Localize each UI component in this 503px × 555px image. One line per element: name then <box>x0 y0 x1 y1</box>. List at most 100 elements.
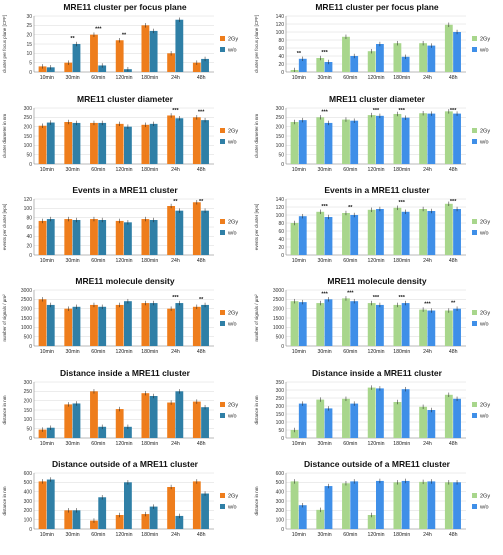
x-tick-label: 48h <box>449 532 458 538</box>
y-tick-label: 100 <box>276 517 285 523</box>
bar-2Gy-30min <box>64 510 73 529</box>
y-tick-label: 100 <box>276 30 285 36</box>
significance-label: *** <box>399 200 406 206</box>
y-tick-label: 150 <box>24 134 33 140</box>
significance-label: *** <box>399 108 406 114</box>
significance-label: *** <box>321 50 328 56</box>
x-tick-label: 180min <box>393 167 410 173</box>
x-tick-label: 10min <box>292 349 306 355</box>
bar-w/o-48h <box>201 407 209 438</box>
significance-label: *** <box>399 295 406 301</box>
bar-2Gy-10min <box>38 481 47 529</box>
legend-swatch-2Gy <box>472 128 477 133</box>
x-tick-label: 30min <box>318 258 332 264</box>
x-tick-label: 120min <box>115 532 132 538</box>
legend-entry: 2Gy <box>228 403 238 409</box>
bar-2Gy-180min <box>141 303 150 346</box>
significance-label: ** <box>173 199 178 205</box>
x-tick-label: 120min <box>367 349 384 355</box>
bar-2Gy-30min <box>64 308 73 346</box>
x-tick-label: 30min <box>318 441 332 447</box>
x-tick-label: 120min <box>115 75 132 81</box>
x-tick-label: 30min <box>318 75 332 81</box>
bar-2Gy-180min <box>393 402 402 438</box>
y-tick-label: 0 <box>29 344 32 350</box>
chart-title: Events in a MRE11 cluster <box>72 185 178 195</box>
y-axis-label: distance in nm <box>254 486 259 515</box>
legend-entry: 2Gy <box>228 311 238 317</box>
y-tick-label: 150 <box>24 408 33 414</box>
significance-label: ** <box>70 36 75 42</box>
panel-0: MRE11 cluster per focus plane cluster per… <box>2 2 238 81</box>
bar-w/o-180min <box>401 389 410 438</box>
legend-swatch-w/o <box>220 321 225 326</box>
x-tick-label: 10min <box>40 441 54 447</box>
y-tick-label: 150 <box>276 412 285 418</box>
bar-2Gy-30min <box>64 122 73 164</box>
legend-entry: 2Gy <box>480 220 490 226</box>
bar-2Gy-180min <box>141 25 150 72</box>
legend-entry: 2Gy <box>228 129 238 135</box>
bar-w/o-180min <box>149 123 158 164</box>
y-tick-label: 40 <box>278 237 284 243</box>
y-tick-label: 3000 <box>273 288 284 294</box>
legend-swatch-w/o <box>220 139 225 144</box>
y-tick-label: 0 <box>281 253 284 259</box>
x-tick-label: 180min <box>141 167 158 173</box>
panel-1: MRE11 cluster per focus plane cluster per… <box>254 2 490 81</box>
y-tick-label: 80 <box>278 221 284 227</box>
bar-2Gy-24h <box>419 43 428 72</box>
legend-entry: 2Gy <box>228 220 238 226</box>
y-axis-label: distance in nm <box>254 395 259 424</box>
bar-2Gy-48h <box>192 401 201 438</box>
bar-2Gy-120min <box>367 115 376 164</box>
x-tick-label: 60min <box>91 75 105 81</box>
y-axis-label: number of signals / µm² <box>254 294 259 342</box>
y-tick-label: 300 <box>276 388 285 394</box>
bar-2Gy-120min <box>115 409 124 438</box>
bar-2Gy-120min <box>367 303 376 346</box>
y-tick-label: 1500 <box>21 316 32 322</box>
bar-w/o-120min <box>124 426 132 438</box>
significance-label: ** <box>297 51 302 57</box>
chart-title: MRE11 cluster per focus plane <box>315 2 439 12</box>
bar-w/o-30min <box>72 122 81 164</box>
legend-swatch-w/o <box>220 504 225 509</box>
y-tick-label: 2000 <box>273 306 284 312</box>
bar-2Gy-30min <box>64 404 73 438</box>
x-tick-label: 30min <box>318 532 332 538</box>
x-tick-label: 24h <box>171 75 180 81</box>
x-tick-label: 120min <box>367 167 384 173</box>
bar-2Gy-180min <box>393 43 402 72</box>
bar-2Gy-24h <box>167 487 176 529</box>
x-tick-label: 60min <box>343 532 357 538</box>
x-tick-label: 60min <box>343 167 357 173</box>
bar-2Gy-60min <box>90 391 98 438</box>
bar-2Gy-30min <box>316 58 325 72</box>
y-tick-label: 2500 <box>21 297 32 303</box>
x-tick-label: 10min <box>292 441 306 447</box>
y-tick-label: 200 <box>24 508 33 514</box>
x-tick-label: 10min <box>292 532 306 538</box>
legend-entry: w/o <box>479 231 489 237</box>
x-tick-label: 48h <box>449 349 458 355</box>
bar-w/o-24h <box>427 310 436 346</box>
y-tick-label: 500 <box>276 334 285 340</box>
x-tick-label: 60min <box>91 167 105 173</box>
y-tick-label: 40 <box>26 234 32 240</box>
legend-swatch-2Gy <box>472 493 477 498</box>
y-tick-label: 0 <box>281 436 284 442</box>
y-tick-label: 200 <box>276 508 285 514</box>
panel-7: MRE11 molecule density number of signals … <box>254 276 490 355</box>
y-tick-label: 600 <box>276 471 285 477</box>
bar-w/o-30min <box>324 299 333 346</box>
bar-2Gy-10min <box>38 125 47 164</box>
y-tick-label: 250 <box>276 396 285 402</box>
legend-swatch-2Gy <box>220 36 225 41</box>
x-tick-label: 10min <box>292 167 306 173</box>
y-tick-label: 250 <box>24 115 33 121</box>
significance-label: ** <box>348 205 353 211</box>
panel-3: MRE11 cluster diameter cluster diameter i… <box>254 94 490 173</box>
bar-w/o-120min <box>376 209 384 255</box>
bar-w/o-10min <box>298 302 307 346</box>
